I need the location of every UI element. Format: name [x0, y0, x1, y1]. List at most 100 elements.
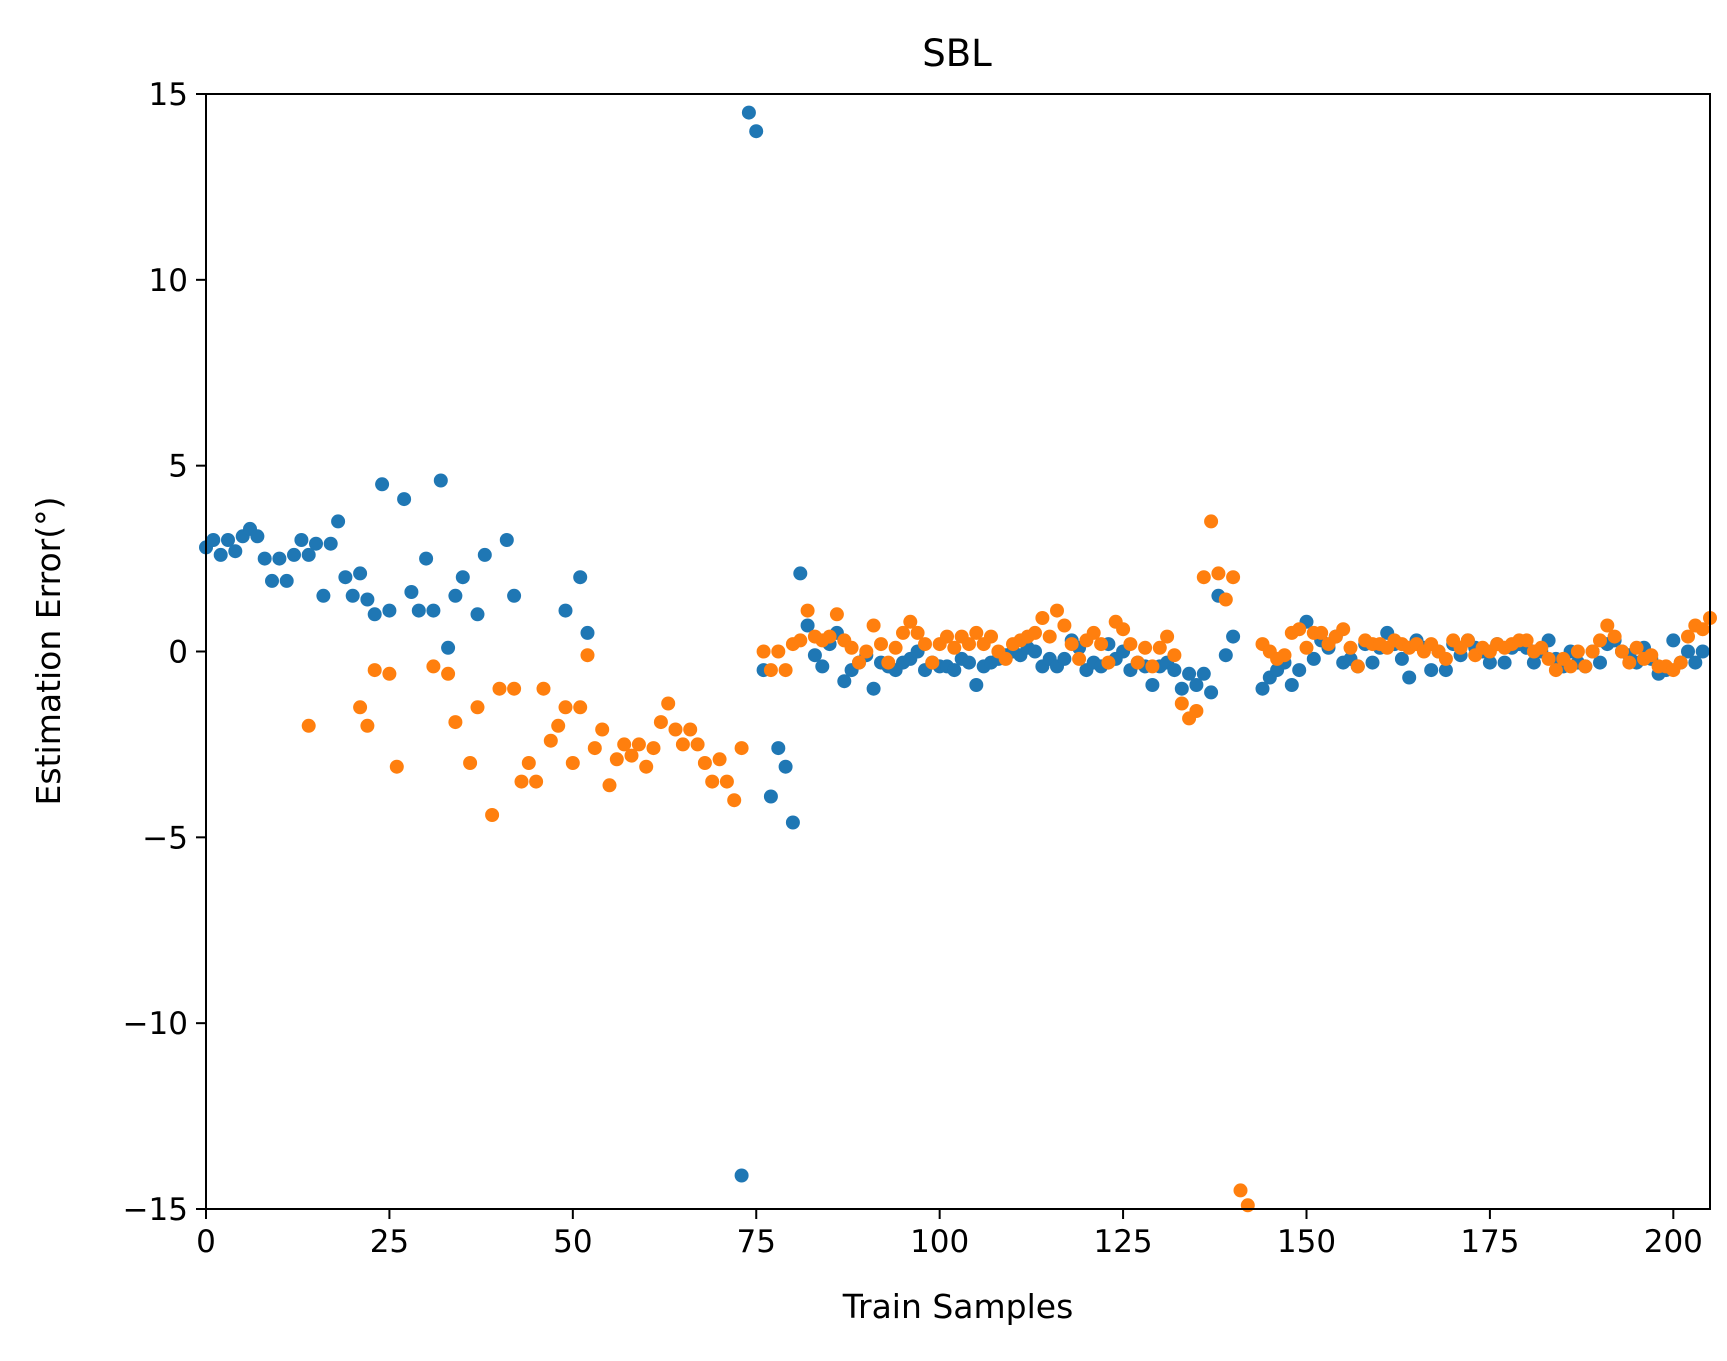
series-2-point	[1519, 633, 1534, 648]
series-2-point	[1695, 622, 1710, 637]
x-axis-label: Train Samples	[842, 1287, 1074, 1326]
series-2-point	[389, 759, 404, 774]
series-2-point	[800, 603, 815, 618]
series-2-point	[301, 718, 316, 733]
series-2-point	[903, 614, 918, 629]
series-2-point	[1240, 1198, 1255, 1213]
series-1-point	[367, 607, 382, 622]
series-1-point	[1174, 681, 1189, 696]
series-2-point	[653, 715, 668, 730]
y-axis: −15 −10 −5 0 5 10 15	[123, 77, 206, 1228]
series-1-point	[426, 603, 441, 618]
series-1-point	[1226, 629, 1241, 644]
series-1-point	[360, 592, 375, 607]
series-2-point	[1578, 659, 1593, 674]
series-2-point	[1072, 651, 1087, 666]
series-2-point	[1343, 640, 1358, 655]
x-tick-label: 25	[370, 1224, 409, 1260]
series-1-point	[580, 625, 595, 640]
x-tick-label: 100	[910, 1224, 969, 1260]
series-1-point	[1028, 644, 1042, 659]
series-2-point	[1292, 622, 1307, 637]
x-tick-label: 0	[196, 1224, 216, 1260]
series-1-point	[558, 603, 573, 618]
series-1-point	[1688, 655, 1703, 670]
series-2-point	[595, 722, 610, 737]
series-2-point	[1607, 629, 1622, 644]
series-1-point	[1402, 670, 1417, 685]
series-2-point	[962, 637, 976, 652]
series-1-point	[331, 514, 346, 529]
series-2-point	[1057, 618, 1072, 633]
series-1-point	[301, 547, 316, 562]
series-2-point	[1570, 644, 1585, 659]
series-1-point	[969, 678, 984, 692]
series-2-point	[1534, 640, 1549, 655]
series-1-point	[419, 551, 434, 566]
series-2-point	[529, 774, 544, 789]
series-1-point	[778, 759, 793, 774]
series-2-point	[1167, 648, 1182, 663]
series-1-point	[1196, 666, 1211, 681]
series-1-point	[1057, 651, 1072, 666]
series-2-point	[492, 681, 507, 696]
series-1-point	[1482, 655, 1497, 670]
series-1-point	[1255, 681, 1270, 696]
y-axis-label: Estimation Error(°)	[29, 497, 68, 806]
series-1-point	[441, 640, 456, 655]
y-tick-label: −15	[123, 1192, 188, 1228]
series-1-point	[1218, 648, 1233, 663]
series-1-point	[287, 547, 301, 562]
series-2-point	[1460, 633, 1475, 648]
series-2-point	[859, 644, 874, 659]
series-1-point	[265, 573, 279, 588]
series-2-point	[1593, 633, 1607, 648]
series-1-point	[837, 674, 852, 689]
y-tick-label: 15	[149, 77, 188, 113]
series-2-point	[998, 651, 1013, 666]
series-1-point	[793, 566, 808, 581]
series-2-point	[1615, 644, 1629, 659]
series-2-point	[1042, 629, 1057, 644]
series-1-point	[397, 492, 412, 507]
series-1-point	[771, 741, 786, 756]
series-2-point	[1116, 622, 1131, 637]
series-1-point	[734, 1168, 749, 1183]
series-2-point	[793, 633, 808, 648]
series-2-point	[1152, 640, 1167, 655]
series-2-point	[631, 737, 646, 752]
series-2-point	[1438, 651, 1453, 666]
series-2-point	[896, 625, 910, 640]
series-1-point	[866, 681, 881, 696]
series-1-point	[279, 573, 294, 588]
series-2-point	[874, 637, 888, 652]
series-2-point	[448, 715, 463, 730]
series-2-point	[668, 722, 683, 737]
series-2-point	[1094, 637, 1109, 652]
series-2-point	[1233, 1183, 1248, 1198]
series-2-point	[463, 756, 478, 770]
series-2-point	[888, 640, 903, 655]
axes-frame	[205, 93, 1711, 1210]
series-2-point	[1673, 655, 1688, 670]
series-2-point	[639, 759, 654, 774]
series-1-point	[741, 105, 756, 120]
series-2-point	[470, 700, 485, 715]
series-2-point	[697, 756, 712, 770]
series-1-point	[1189, 678, 1204, 692]
series-2-point	[852, 655, 866, 670]
series-1-point	[206, 533, 221, 547]
series-2-point	[1299, 640, 1314, 655]
series-2-point	[881, 655, 896, 670]
series-2-point	[382, 666, 397, 681]
series-1-point	[499, 533, 514, 547]
x-axis: 0 25 50 75 100 125 150 175 200	[196, 1209, 1703, 1260]
series-2-point	[1064, 637, 1079, 652]
series-2-point	[1600, 618, 1615, 633]
series-2-point	[1629, 640, 1644, 655]
series-2-point	[1644, 648, 1659, 663]
series-1-point	[221, 533, 235, 547]
series-2-point	[910, 625, 925, 640]
